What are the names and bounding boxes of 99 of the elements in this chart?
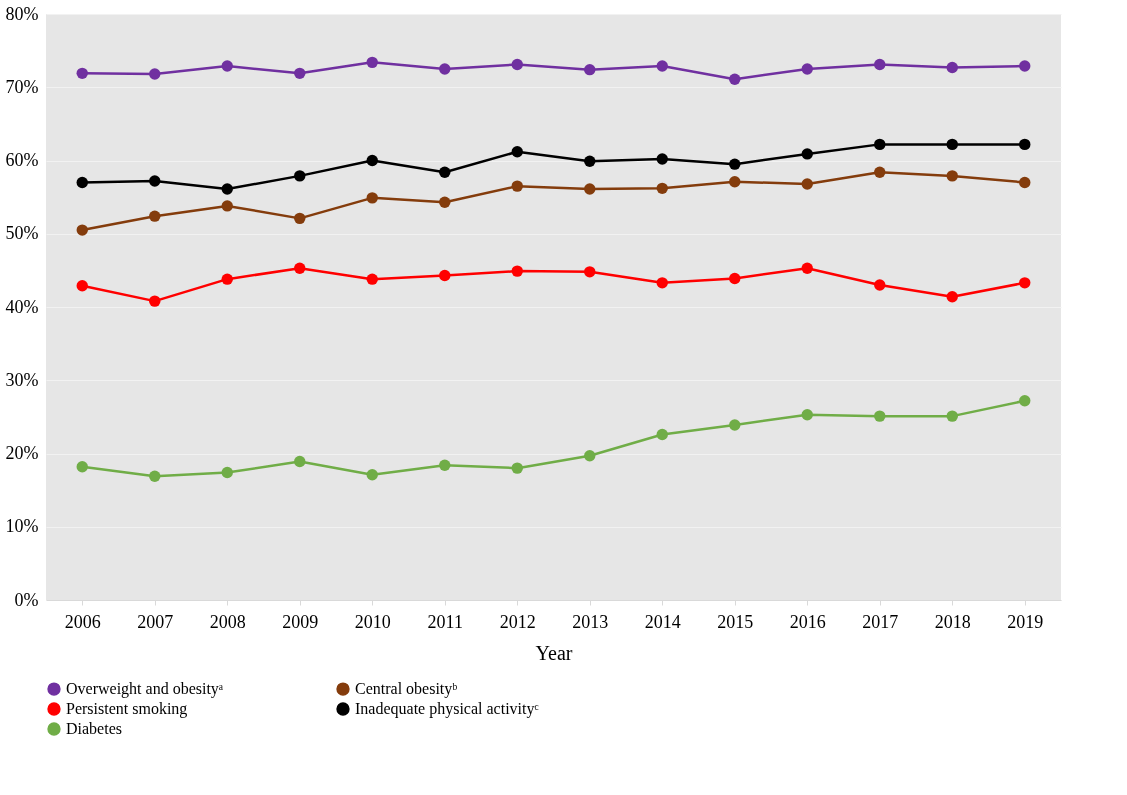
point	[656, 277, 668, 289]
x-tick-label: 2010	[354, 611, 391, 632]
y-tick-label: 70%	[5, 76, 39, 97]
point	[149, 68, 161, 80]
x-tick-label: 2006	[64, 611, 101, 632]
point	[729, 158, 741, 170]
point	[1019, 60, 1031, 72]
y-tick-label: 40%	[5, 296, 39, 317]
point	[511, 146, 523, 158]
point	[221, 273, 233, 285]
point	[946, 410, 958, 422]
legend-label: Overweight and obesityᵃ	[66, 680, 224, 699]
x-tick-label: 2011	[427, 611, 463, 632]
point	[584, 155, 596, 167]
point	[294, 170, 306, 182]
x-tick-label: 2016	[789, 611, 826, 632]
y-tick-label: 50%	[5, 223, 39, 244]
y-tick-label: 30%	[5, 369, 39, 390]
point	[946, 138, 958, 151]
point	[874, 410, 886, 422]
point	[801, 148, 813, 160]
point	[366, 469, 378, 481]
point	[656, 60, 668, 72]
point	[874, 58, 886, 71]
point	[439, 63, 451, 75]
point	[511, 58, 523, 71]
point	[584, 266, 596, 278]
point	[149, 175, 161, 187]
point	[511, 462, 523, 474]
point	[76, 176, 88, 189]
point	[221, 200, 233, 212]
point	[729, 176, 741, 188]
point	[584, 183, 596, 195]
x-tick-label: 2019	[1007, 611, 1044, 632]
x-tick-label: 2014	[644, 611, 681, 632]
point	[294, 262, 306, 274]
point	[221, 183, 233, 195]
point	[221, 60, 233, 72]
point	[294, 67, 306, 80]
point	[76, 67, 88, 80]
point	[656, 182, 668, 195]
legend-label: Central obesityᵇ	[355, 680, 458, 699]
point	[656, 428, 668, 441]
point	[946, 170, 958, 182]
legend-label: Persistent smoking	[66, 700, 188, 718]
point	[76, 280, 88, 292]
point	[1019, 395, 1031, 407]
point	[149, 470, 161, 482]
point	[511, 180, 523, 192]
x-tick-label: 2018	[934, 611, 971, 632]
x-tick-label: 2012	[499, 611, 536, 632]
y-tick-label: 10%	[5, 516, 39, 537]
point	[221, 466, 233, 479]
point	[1019, 277, 1031, 289]
point	[584, 63, 596, 76]
legend-label: Inadequate physical activityᶜ	[355, 700, 539, 718]
x-axis-title: Year	[535, 641, 573, 664]
point	[946, 61, 958, 74]
point	[584, 450, 596, 462]
x-tick-label: 2017	[862, 611, 899, 632]
point	[801, 408, 813, 421]
point	[729, 272, 741, 285]
point	[729, 419, 741, 431]
y-tick-label: 20%	[5, 443, 39, 463]
point	[439, 459, 451, 471]
y-tick-label: 0%	[14, 589, 39, 610]
point	[76, 461, 88, 473]
point	[801, 262, 813, 274]
point	[149, 210, 161, 222]
x-tick-label: 2009	[282, 611, 319, 632]
x-tick-label: 2015	[717, 611, 754, 632]
point	[801, 178, 813, 190]
point	[439, 269, 451, 282]
legend-label: Diabetes	[66, 720, 122, 737]
point	[729, 73, 741, 85]
x-tick-label: 2007	[137, 611, 174, 632]
point	[439, 196, 451, 208]
y-tick-label: 80%	[5, 3, 39, 24]
point	[874, 166, 886, 178]
point	[946, 291, 958, 303]
y-tick-label: 60%	[5, 150, 39, 170]
point	[294, 212, 306, 225]
point	[874, 138, 886, 151]
x-tick-label: 2013	[572, 611, 609, 632]
point	[1019, 138, 1031, 151]
point	[511, 265, 523, 277]
point	[1019, 176, 1031, 189]
point	[874, 279, 886, 291]
point	[366, 273, 378, 285]
x-tick-label: 2008	[209, 611, 246, 632]
point	[366, 56, 378, 69]
point	[366, 154, 378, 167]
point	[366, 192, 378, 204]
point	[149, 295, 161, 307]
point	[76, 224, 88, 236]
point	[801, 63, 813, 75]
point	[656, 153, 668, 165]
point	[294, 455, 306, 468]
point	[439, 166, 451, 178]
